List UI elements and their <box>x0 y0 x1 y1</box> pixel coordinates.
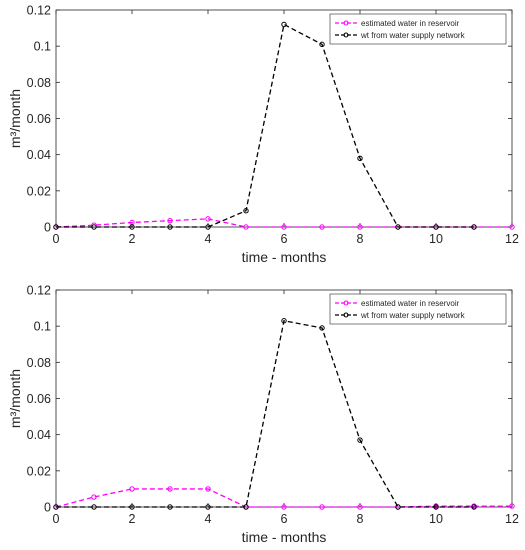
legend-swatch-marker <box>343 312 349 318</box>
x-tick-label: 0 <box>53 512 60 526</box>
data-point <box>509 224 515 230</box>
data-point <box>357 437 363 443</box>
data-point <box>91 494 97 500</box>
data-point <box>129 224 135 230</box>
data-point <box>395 504 401 510</box>
data-point <box>281 224 287 230</box>
y-tick-label: 0.08 <box>27 356 51 370</box>
x-tick-label: 10 <box>429 512 443 526</box>
legend: estimated water in reservoir wt from wate… <box>329 13 507 45</box>
x-tick-label: 6 <box>281 512 288 526</box>
x-axis-label: time - months <box>242 529 327 545</box>
data-point <box>433 504 439 510</box>
x-tick-label: 6 <box>281 232 288 246</box>
legend-swatch-marker <box>343 32 349 38</box>
y-tick-label: 0 <box>44 501 51 515</box>
data-point <box>357 155 363 161</box>
x-tick-label: 0 <box>53 232 60 246</box>
y-tick-label: 0.1 <box>34 320 51 334</box>
data-point <box>167 224 173 230</box>
data-point <box>395 224 401 230</box>
data-point <box>281 318 287 324</box>
x-tick-label: 4 <box>205 512 212 526</box>
data-point <box>357 504 363 510</box>
data-point <box>91 222 97 228</box>
data-point <box>53 504 59 510</box>
y-tick-label: 0.04 <box>27 428 51 442</box>
y-tick-label: 0.06 <box>27 112 51 126</box>
legend-label: wt from water supply network <box>360 31 466 40</box>
x-tick-label: 2 <box>129 232 136 246</box>
data-point <box>205 224 211 230</box>
x-tick-label: 8 <box>357 512 364 526</box>
legend-label: estimated water in reservoir <box>361 19 460 28</box>
data-point <box>91 504 97 510</box>
series-line-1 <box>55 488 512 508</box>
y-tick-label: 0.02 <box>27 464 51 478</box>
data-point <box>129 486 135 492</box>
data-point <box>357 224 363 230</box>
y-axis-label: m³/month <box>7 89 23 148</box>
data-point <box>205 504 211 510</box>
data-point <box>319 504 325 510</box>
x-tick-label: 8 <box>357 232 364 246</box>
y-tick-label: 0.06 <box>27 392 51 406</box>
data-point <box>433 224 439 230</box>
y-tick-label: 0.12 <box>27 4 51 18</box>
legend-swatch-marker <box>343 20 349 26</box>
y-tick-label: 0.1 <box>34 40 51 54</box>
legend-box <box>329 13 507 45</box>
chart-panel-1: 0 2 4 6 8 10 12 0 0.02 0.04 0.06 0.08 0.1 0.12 time - … <box>7 4 519 266</box>
series-line-2 <box>56 23 474 228</box>
x-tick-label: 10 <box>429 232 443 246</box>
y-tick-label: 0.04 <box>27 148 51 162</box>
data-point <box>167 486 173 492</box>
data-point <box>319 325 325 331</box>
data-point <box>167 504 173 510</box>
plot-area <box>55 9 513 228</box>
data-point <box>471 224 477 230</box>
plot-area <box>55 289 513 508</box>
data-point <box>243 504 249 510</box>
x-tick-label: 12 <box>505 232 519 246</box>
x-tick-label: 12 <box>505 512 519 526</box>
data-point <box>281 21 287 28</box>
x-tick-label: 2 <box>129 512 136 526</box>
y-tick-label: 0.08 <box>27 76 51 90</box>
data-point <box>91 224 97 230</box>
series-line-2 <box>56 319 474 508</box>
y-tick-label: 0 <box>44 221 51 235</box>
data-point <box>167 217 173 224</box>
chart-panel-2: 0 2 4 6 8 10 12 0 0.02 0.04 0.06 0.08 0.1 0.12 time - … <box>7 284 519 546</box>
data-point <box>205 216 211 222</box>
data-point <box>319 41 325 48</box>
legend: estimated water in reservoir wt from wate… <box>329 293 507 325</box>
series-line-1 <box>55 218 512 228</box>
data-point <box>129 504 135 510</box>
data-point <box>471 504 477 510</box>
y-tick-label: 0.02 <box>27 184 51 198</box>
legend-swatch-marker <box>343 300 349 306</box>
y-tick-label: 0.12 <box>27 284 51 298</box>
x-axis-label: time - months <box>242 249 327 265</box>
data-point <box>243 224 249 230</box>
data-point <box>509 503 515 509</box>
legend-label: estimated water in reservoir <box>361 299 460 308</box>
legend-box <box>329 293 507 325</box>
x-tick-label: 4 <box>205 232 212 246</box>
data-point <box>53 224 59 230</box>
data-point <box>205 486 211 492</box>
legend-label: wt from water supply network <box>360 311 466 320</box>
data-point <box>243 208 249 214</box>
data-point <box>281 504 287 510</box>
y-axis-label: m³/month <box>7 369 23 428</box>
data-point <box>319 224 325 230</box>
